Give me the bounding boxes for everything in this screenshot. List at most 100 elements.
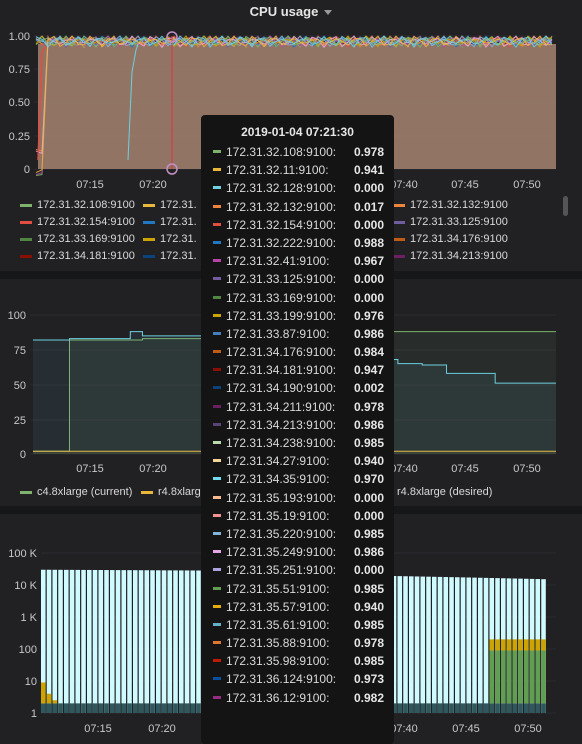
legend-label: c4.8xlarge (current): [37, 486, 133, 498]
tooltip-series-value: 0.002: [353, 381, 384, 396]
tooltip-series-value: 0.978: [353, 399, 384, 414]
series-tooltip: 2019-01-04 07:21:30 172.31.32.108:9100: 0…: [201, 115, 394, 744]
bar-segment: [92, 703, 98, 713]
tooltip-row: 172.31.34.213:9100: 0.986: [201, 416, 394, 434]
y-tick-label: 100: [8, 310, 26, 322]
tooltip-series-value: 0.986: [353, 417, 384, 432]
bar-segment: [87, 703, 92, 713]
legend-item[interactable]: 172.31.: [143, 233, 197, 245]
bar-segment: [460, 577, 466, 713]
legend-item[interactable]: 172.31.32.108:9100: [20, 199, 135, 211]
bar-segment: [501, 639, 506, 651]
bar-segment: [173, 570, 178, 713]
x-tick-label: 07:40: [390, 463, 418, 475]
tooltip-series-name: 172.31.32.132:9100:: [226, 199, 337, 214]
legend-swatch: [20, 220, 32, 224]
series-swatch: [213, 477, 221, 481]
legend-item[interactable]: 172.31.: [143, 250, 197, 262]
legend-swatch: [143, 254, 155, 258]
tooltip-series-name: 172.31.33.125:9100:: [226, 272, 337, 287]
bar-segment: [426, 703, 431, 713]
bar-segment: [196, 570, 201, 713]
legend-item[interactable]: r4.8xlarge (desired): [380, 486, 492, 498]
legend-item[interactable]: c4.8xlarge (current): [20, 486, 132, 498]
tooltip-row: 172.31.36.124:9100: 0.973: [201, 670, 394, 688]
legend-label: 172.31.33.169:9100: [37, 233, 135, 245]
series-swatch: [213, 459, 221, 463]
tooltip-series-value: 0.000: [353, 272, 384, 287]
tooltip-row: 172.31.33.87:9100: 0.986: [201, 325, 394, 343]
legend-label: 172.31.34.213:9100: [410, 250, 508, 262]
tooltip-series-name: 172.31.34.190:9100:: [226, 381, 337, 396]
legend-item[interactable]: 172.31.34.181:9100: [20, 250, 135, 262]
bar-segment: [437, 703, 443, 713]
chevron-down-icon[interactable]: [324, 10, 333, 16]
tooltip-row: 172.31.35.98:9100: 0.985: [201, 652, 394, 670]
bar-segment: [524, 639, 529, 651]
tooltip-row: 172.31.35.251:9100: 0.000: [201, 561, 394, 579]
bar-segment: [403, 703, 408, 713]
bar-segment: [184, 570, 190, 713]
tooltip-series-name: 172.31.32.128:9100:: [226, 181, 337, 196]
legend-item[interactable]: 172.31.32.154:9100: [20, 216, 135, 228]
legend-label: 172.31.: [160, 216, 197, 228]
bar-segment: [391, 703, 397, 713]
legend-item[interactable]: 172.31.: [143, 216, 197, 228]
series-swatch: [213, 568, 221, 572]
tooltip-series-name: 172.31.32.108:9100:: [226, 145, 337, 159]
tooltip-series-value: 0.967: [353, 254, 384, 269]
tooltip-series-name: 172.31.35.88:9100:: [226, 636, 330, 651]
series-swatch: [213, 350, 221, 354]
tooltip-series-name: 172.31.33.87:9100:: [226, 326, 330, 341]
tooltip-series-value: 0.973: [353, 672, 384, 687]
bar-segment: [138, 570, 144, 713]
series-swatch: [213, 222, 221, 226]
y-tick-label: 100 K: [8, 548, 37, 560]
tooltip-series-value: 0.000: [353, 508, 384, 523]
legend-item[interactable]: 172.31.34.213:9100: [393, 250, 508, 262]
bar-segment: [98, 703, 104, 713]
tooltip-series-value: 0.978: [353, 145, 384, 159]
x-tick-label: 07:50: [513, 179, 541, 191]
tooltip-series-value: 0.988: [353, 235, 384, 250]
bar-segment: [483, 703, 489, 713]
y-tick-label: 10 K: [14, 580, 37, 592]
cpu-series-line: [37, 45, 47, 161]
bar-segment: [58, 703, 63, 713]
series-swatch: [213, 204, 221, 208]
series-swatch: [213, 368, 221, 372]
bar-segment: [478, 577, 483, 713]
y-tick-label: 100: [19, 644, 37, 656]
bar-segment: [541, 639, 546, 651]
series-swatch: [213, 604, 221, 608]
bar-segment: [69, 569, 75, 713]
y-tick-label: 0: [20, 449, 26, 461]
tooltip-series-name: 172.31.34.211:9100:: [226, 399, 336, 414]
bar-segment: [506, 703, 512, 713]
bar-segment: [403, 576, 408, 713]
series-swatch: [213, 386, 221, 390]
x-tick-label: 07:20: [139, 179, 167, 191]
legend-scrollbar[interactable]: [563, 196, 568, 216]
bar-segment: [110, 703, 115, 713]
tooltip-series-name: 172.31.36.12:9100:: [226, 690, 330, 705]
legend-item[interactable]: 172.31.33.169:9100: [20, 233, 135, 245]
bar-segment: [397, 576, 403, 713]
bar-segment: [529, 650, 535, 704]
bar-segment: [190, 570, 196, 713]
legend-item[interactable]: 172.31.: [143, 199, 197, 211]
legend-item[interactable]: 172.31.33.125:9100: [393, 216, 508, 228]
legend-item[interactable]: 172.31.34.176:9100: [393, 233, 508, 245]
legend-item[interactable]: 172.31.32.132:9100: [393, 199, 508, 211]
cpu-panel-title[interactable]: CPU usage: [0, 4, 582, 19]
tooltip-series-name: 172.31.34.176:9100:: [226, 345, 337, 360]
tooltip-row: 172.31.35.51:9100: 0.985: [201, 580, 394, 598]
tooltip-series-name: 172.31.34.27:9100:: [226, 454, 330, 469]
bar-segment: [87, 569, 92, 713]
legend-item[interactable]: r4.8xlarge: [141, 486, 207, 498]
bar-segment: [489, 650, 495, 704]
bar-segment: [414, 703, 420, 713]
legend-swatch: [143, 220, 155, 224]
legend-swatch: [393, 254, 405, 258]
tooltip-series-value: 0.985: [353, 436, 384, 450]
